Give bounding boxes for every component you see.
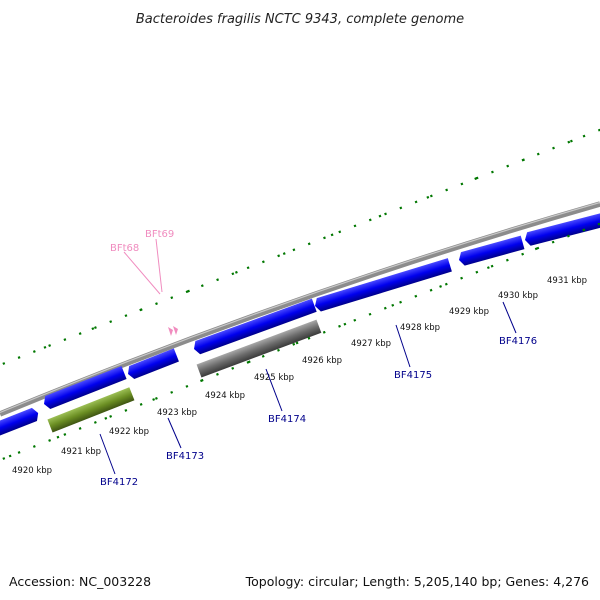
rna-feature[interactable] xyxy=(173,326,178,335)
kbp-label: 4927 kbp xyxy=(351,339,391,349)
genome-backbone xyxy=(0,201,600,417)
topology-text: Topology: circular; Length: 5,205,140 bp… xyxy=(245,574,589,589)
gene-leader-lines xyxy=(99,301,517,475)
kbp-label: 4924 kbp xyxy=(205,391,245,401)
gene-labels: BF4172 BF4173 BF4174 BF4175 BF4176 xyxy=(100,336,537,488)
map-title: Bacteroides fragilis NCTC 9343, complete… xyxy=(136,12,464,27)
gene-label-bf4172[interactable]: BF4172 xyxy=(100,477,138,488)
kbp-scale-labels: 4920 kbp 4921 kbp 4922 kbp 4923 kbp 4924… xyxy=(12,276,587,476)
gene-olive[interactable] xyxy=(47,387,135,433)
kbp-label: 4921 kbp xyxy=(61,447,101,457)
gene-arrow[interactable] xyxy=(523,213,600,247)
kbp-label: 4923 kbp xyxy=(157,408,197,418)
rna-feature[interactable] xyxy=(168,327,173,336)
rna-label-bft69: BFt69 xyxy=(145,229,174,240)
kbp-label: 4920 kbp xyxy=(12,466,52,476)
gene-arrow[interactable] xyxy=(313,258,452,313)
gene-label-bf4176[interactable]: BF4176 xyxy=(499,336,537,347)
gene-arrow[interactable] xyxy=(0,406,41,437)
gene-arrow[interactable] xyxy=(125,348,179,380)
gene-label-bf4175[interactable]: BF4175 xyxy=(394,370,432,381)
gene-arrow[interactable] xyxy=(192,298,317,356)
gene-arrow[interactable] xyxy=(41,365,127,411)
rna-label-bft68: BFt68 xyxy=(110,243,139,254)
reverse-strand-genes xyxy=(47,319,322,433)
kbp-label: 4926 kbp xyxy=(302,356,342,366)
kbp-label: 4929 kbp xyxy=(449,307,489,317)
gene-label-bf4174[interactable]: BF4174 xyxy=(268,414,306,425)
gene-arrow[interactable] xyxy=(457,235,525,267)
kbp-label: 4930 kbp xyxy=(498,291,538,301)
kbp-label: 4925 kbp xyxy=(254,373,294,383)
gene-label-bf4173[interactable]: BF4173 xyxy=(166,451,204,462)
forward-strand-genes xyxy=(0,213,600,437)
kbp-label: 4931 kbp xyxy=(547,276,587,286)
kbp-label: 4922 kbp xyxy=(109,427,149,437)
accession-text: Accession: NC_003228 xyxy=(9,574,152,589)
gene-gray[interactable] xyxy=(196,319,322,378)
rna-features: BFt68 BFt69 xyxy=(110,229,178,336)
kbp-label: 4928 kbp xyxy=(400,323,440,333)
